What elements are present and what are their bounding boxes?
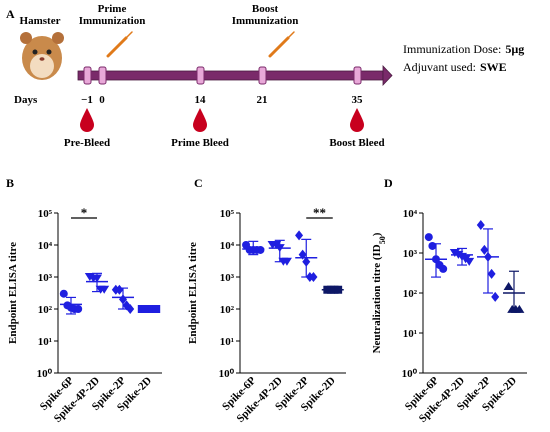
panel-letter: B bbox=[6, 176, 14, 190]
data-point bbox=[281, 257, 292, 266]
y-tick-label: 10¹ bbox=[403, 328, 417, 340]
bleed-label: Boost Bleed bbox=[329, 137, 384, 149]
y-tick-label: 10⁰ bbox=[402, 368, 418, 380]
dose-value: 5µg bbox=[505, 42, 524, 56]
y-axis-label-part: ) bbox=[371, 232, 383, 236]
data-point bbox=[122, 300, 131, 311]
animal-label: Hamster bbox=[20, 15, 61, 27]
dose-text: Immunization Dose: 5µg bbox=[403, 42, 524, 56]
syringe-icon bbox=[106, 31, 295, 58]
prime-label: Prime bbox=[98, 3, 127, 15]
bleed-label: Pre-Bleed bbox=[64, 137, 110, 149]
y-tick-label: 10⁰ bbox=[37, 368, 53, 380]
y-tick-label: 10⁰ bbox=[219, 368, 235, 380]
bleed-label: Prime Bleed bbox=[171, 137, 229, 149]
adjuvant-label: Adjuvant used: bbox=[403, 60, 476, 74]
panel-letter: C bbox=[194, 176, 203, 190]
y-axis-label: Neutralization titre (ID50) bbox=[371, 232, 387, 353]
data-point bbox=[480, 244, 489, 255]
y-tick-label: 10² bbox=[220, 304, 235, 316]
panel-letter: A bbox=[6, 7, 15, 21]
adjuvant-text: Adjuvant used: SWE bbox=[403, 60, 507, 74]
data-point bbox=[59, 289, 68, 298]
data-point bbox=[309, 272, 318, 282]
hamster-icon bbox=[20, 32, 64, 80]
dose-label: Immunization Dose: bbox=[403, 42, 501, 56]
significance-label: ** bbox=[313, 205, 326, 220]
data-point bbox=[503, 281, 514, 290]
blood-drop bbox=[80, 108, 364, 132]
data-point bbox=[424, 233, 433, 242]
y-tick-label: 10⁴ bbox=[403, 208, 418, 220]
data-point bbox=[126, 304, 135, 314]
data-point bbox=[487, 268, 496, 279]
y-tick-label: 10² bbox=[403, 288, 418, 300]
data-point bbox=[99, 285, 110, 294]
data-point bbox=[115, 284, 124, 295]
y-axis-label-part: 50 bbox=[378, 236, 387, 244]
y-tick-label: 10² bbox=[38, 304, 53, 316]
y-tick-label: 10³ bbox=[403, 248, 418, 260]
significance-label: * bbox=[81, 205, 88, 220]
y-tick-label: 10³ bbox=[38, 272, 53, 284]
day-label: 35 bbox=[352, 94, 364, 106]
y-tick-label: 10⁵ bbox=[220, 208, 235, 220]
boost-label: Boost bbox=[252, 3, 279, 15]
y-tick-label: 10⁵ bbox=[38, 208, 53, 220]
y-axis-label: Endpoint ELISA titre bbox=[187, 242, 199, 344]
data-point bbox=[464, 257, 475, 266]
panel-letter: D bbox=[384, 176, 393, 190]
days-label: Days bbox=[14, 94, 38, 106]
data-point bbox=[491, 291, 500, 302]
y-tick-label: 10¹ bbox=[38, 336, 52, 348]
day-label: 0 bbox=[99, 94, 105, 106]
y-axis-label: Endpoint ELISA titre bbox=[7, 242, 19, 344]
timeline-arrow bbox=[77, 64, 393, 87]
day-label: 14 bbox=[195, 94, 207, 106]
data-point bbox=[256, 245, 265, 254]
day-label: −1 bbox=[81, 94, 93, 106]
data-point bbox=[439, 264, 448, 273]
data-point bbox=[476, 220, 485, 231]
y-axis-label-part: Neutralization titre (ID bbox=[371, 244, 383, 353]
y-tick-label: 10³ bbox=[220, 272, 235, 284]
y-tick-label: 10⁴ bbox=[220, 240, 235, 252]
y-axis-label-part: Endpoint ELISA titre bbox=[7, 242, 19, 344]
y-axis-label-part: Endpoint ELISA titre bbox=[187, 242, 199, 344]
day-label: 21 bbox=[257, 94, 268, 106]
y-tick-label: 10⁴ bbox=[38, 240, 53, 252]
prime-label: Immunization bbox=[79, 15, 146, 27]
boost-label: Immunization bbox=[232, 15, 299, 27]
adjuvant-value: SWE bbox=[480, 60, 507, 74]
y-tick-label: 10¹ bbox=[220, 336, 234, 348]
data-point bbox=[428, 241, 437, 250]
data-point bbox=[74, 305, 83, 313]
data-point bbox=[295, 230, 304, 241]
